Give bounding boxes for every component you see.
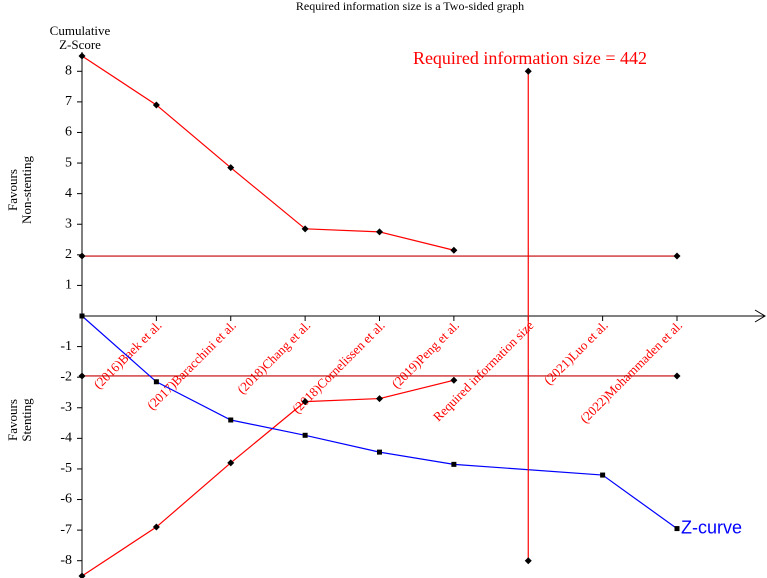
y-tick-label: -8 [60,553,72,568]
y-tick-label: 5 [65,155,72,170]
marker [377,449,382,455]
marker [376,395,383,403]
series-label: Z-curve [681,517,742,537]
y-tick-label: 8 [65,64,72,79]
marker [152,101,160,109]
marker [450,376,458,384]
lower-label-line: Stenting [19,398,34,442]
marker [227,164,235,172]
marker [524,557,532,565]
chart-title: Required information size is a Two-sided… [296,0,524,13]
y-tick-label: 3 [65,216,72,231]
x-tick-label: (2021)Luo et al. [541,318,611,388]
y-tick-label: 6 [65,125,72,140]
y-tick-label: -4 [60,431,72,446]
y-tick-label: -5 [60,461,72,476]
marker [78,52,86,60]
marker [450,246,458,254]
upper-label: Favours Non-stenting [5,156,34,224]
marker [301,398,309,406]
marker [79,313,85,319]
marker [301,225,309,233]
marker [78,372,86,380]
x-axis-arrow [754,309,766,323]
series-line [81,55,455,251]
marker [451,461,457,467]
y-tick-label: -3 [60,400,72,415]
lower-label: Favours Stenting [5,398,34,442]
marker [228,417,234,423]
lower-label-line: Favours [5,399,20,441]
marker [524,67,532,75]
marker [153,379,159,385]
marker [600,472,606,478]
series-line [81,315,678,530]
marker [227,459,235,467]
annotation: Required information size = 442 [413,48,647,68]
marker [674,526,680,532]
upper-label-line: Favours [5,169,20,211]
y-tick-label: -1 [60,339,72,354]
upper-label-line: Non-stenting [19,156,34,224]
y-tick-label: 1 [65,278,72,293]
y-tick-label: 7 [65,94,72,109]
marker [78,252,86,260]
x-tick-label: (2016)Baek et al. [90,318,164,392]
y-tick-label: 2 [65,247,72,262]
y-label: Z-Score [59,37,101,52]
series-line [81,379,455,577]
marker [302,432,308,438]
marker [152,523,160,531]
marker [673,252,681,260]
x-tick-label: (2018)Chang et al. [234,318,313,397]
marker [673,372,681,380]
y-tick-label: -6 [60,492,72,507]
y-tick-label: -2 [60,369,72,384]
y-tick-label: -7 [60,522,72,537]
marker [376,228,383,236]
y-tick-label: 4 [65,186,72,201]
y-label: Cumulative [50,23,111,38]
marker [78,572,86,578]
